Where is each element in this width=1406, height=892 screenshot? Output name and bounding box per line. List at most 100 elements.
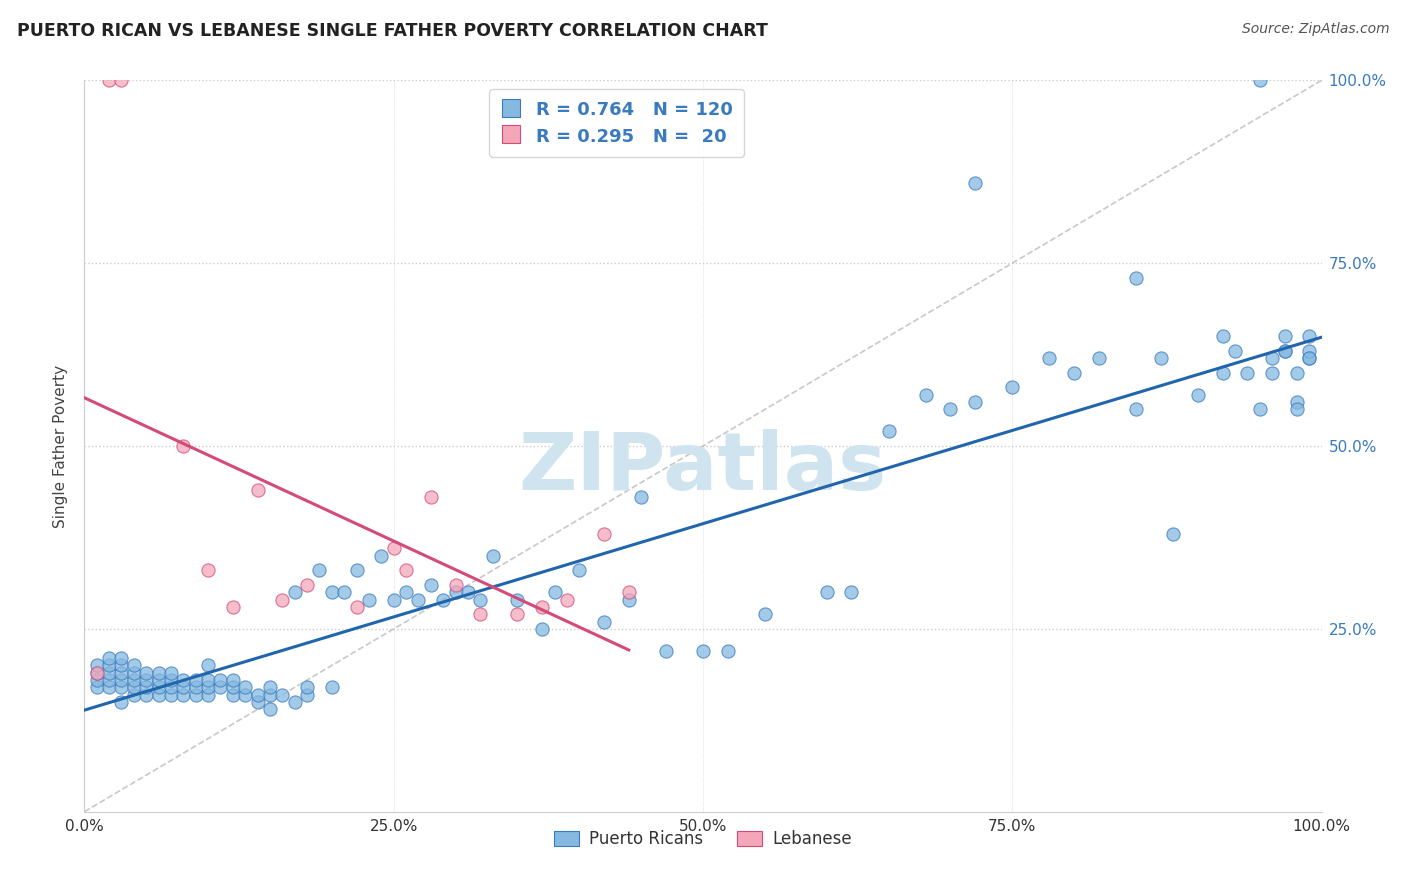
Point xyxy=(122,681,145,695)
Point xyxy=(655,644,678,658)
Point xyxy=(295,578,318,592)
Point xyxy=(271,592,294,607)
Point xyxy=(481,549,503,563)
Point xyxy=(98,673,121,687)
Point xyxy=(1298,343,1320,358)
Point xyxy=(815,585,838,599)
Point xyxy=(1261,351,1284,366)
Point xyxy=(86,673,108,687)
Point xyxy=(148,665,170,680)
Point xyxy=(593,526,616,541)
Point xyxy=(172,673,194,687)
Point xyxy=(98,681,121,695)
Point xyxy=(184,681,207,695)
Point xyxy=(122,658,145,673)
Point xyxy=(444,585,467,599)
Point xyxy=(470,592,492,607)
Legend: Puerto Ricans, Lebanese: Puerto Ricans, Lebanese xyxy=(548,823,858,855)
Point xyxy=(543,585,565,599)
Point xyxy=(568,563,591,577)
Point xyxy=(395,563,418,577)
Point xyxy=(246,688,269,702)
Point xyxy=(914,388,936,402)
Point xyxy=(184,688,207,702)
Point xyxy=(1249,73,1271,87)
Point xyxy=(222,673,245,687)
Text: PUERTO RICAN VS LEBANESE SINGLE FATHER POVERTY CORRELATION CHART: PUERTO RICAN VS LEBANESE SINGLE FATHER P… xyxy=(17,22,768,40)
Point xyxy=(197,658,219,673)
Point xyxy=(1298,329,1320,343)
Point xyxy=(1212,366,1234,380)
Point xyxy=(555,592,578,607)
Point xyxy=(1212,329,1234,343)
Point xyxy=(357,592,380,607)
Point xyxy=(506,592,529,607)
Point xyxy=(110,651,132,665)
Point xyxy=(271,688,294,702)
Point xyxy=(470,607,492,622)
Point xyxy=(346,599,368,614)
Point xyxy=(233,688,256,702)
Point xyxy=(222,599,245,614)
Point xyxy=(295,681,318,695)
Point xyxy=(110,658,132,673)
Point xyxy=(382,592,405,607)
Point xyxy=(617,585,640,599)
Point xyxy=(259,681,281,695)
Point xyxy=(457,585,479,599)
Point xyxy=(617,592,640,607)
Point xyxy=(1125,402,1147,417)
Point xyxy=(259,688,281,702)
Point xyxy=(246,483,269,497)
Point xyxy=(110,673,132,687)
Point xyxy=(98,651,121,665)
Point xyxy=(965,176,987,190)
Point xyxy=(717,644,740,658)
Point xyxy=(222,688,245,702)
Point xyxy=(1274,343,1296,358)
Point xyxy=(135,673,157,687)
Point xyxy=(877,425,900,439)
Point xyxy=(197,681,219,695)
Point xyxy=(1285,366,1308,380)
Point xyxy=(86,665,108,680)
Point xyxy=(284,695,307,709)
Point xyxy=(939,402,962,417)
Point xyxy=(1249,402,1271,417)
Point xyxy=(1298,351,1320,366)
Point xyxy=(135,665,157,680)
Point xyxy=(148,681,170,695)
Point xyxy=(432,592,454,607)
Point xyxy=(172,688,194,702)
Point xyxy=(233,681,256,695)
Point xyxy=(1261,366,1284,380)
Point xyxy=(209,681,232,695)
Point xyxy=(209,673,232,687)
Point xyxy=(98,73,121,87)
Point xyxy=(1223,343,1246,358)
Point xyxy=(135,681,157,695)
Point xyxy=(395,585,418,599)
Point xyxy=(122,688,145,702)
Point xyxy=(321,681,343,695)
Point xyxy=(197,563,219,577)
Point xyxy=(197,688,219,702)
Point xyxy=(531,599,554,614)
Point xyxy=(1125,270,1147,285)
Point xyxy=(172,439,194,453)
Point xyxy=(110,681,132,695)
Point xyxy=(1285,402,1308,417)
Point xyxy=(1274,343,1296,358)
Point xyxy=(321,585,343,599)
Point xyxy=(160,673,183,687)
Text: ZIPatlas: ZIPatlas xyxy=(519,429,887,507)
Point xyxy=(630,490,652,504)
Point xyxy=(197,673,219,687)
Point xyxy=(419,578,441,592)
Point xyxy=(172,681,194,695)
Y-axis label: Single Father Poverty: Single Father Poverty xyxy=(53,365,69,527)
Point xyxy=(110,665,132,680)
Point xyxy=(1161,526,1184,541)
Point xyxy=(593,615,616,629)
Point xyxy=(408,592,430,607)
